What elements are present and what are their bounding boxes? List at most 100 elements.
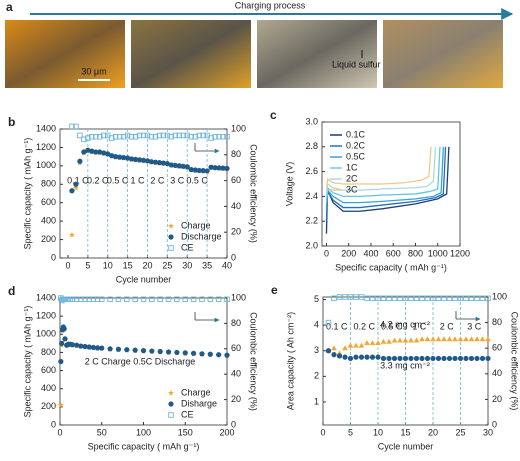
data-point (69, 123, 75, 130)
data-point (413, 355, 420, 362)
data-point (380, 295, 387, 302)
x-tick-label: 10 (103, 260, 113, 270)
data-point (174, 296, 180, 303)
data-point (188, 166, 194, 173)
y-tick-label: 1400 (36, 123, 56, 133)
data-point (136, 132, 143, 139)
x-tick-label: 25 (162, 260, 172, 270)
annotation: 4.2 mg cm⁻² (380, 319, 430, 329)
data-point (342, 294, 348, 300)
data-point (196, 167, 202, 174)
data-point (182, 296, 188, 303)
data-point (99, 345, 105, 351)
x-axis-label: Cycle number (116, 274, 172, 284)
data-point (391, 355, 398, 362)
y-tick-label: 0 (51, 419, 56, 429)
data-point (446, 355, 453, 362)
data-point (132, 133, 139, 140)
data-point (397, 355, 403, 362)
data-point (391, 337, 398, 343)
line-series (325, 146, 441, 203)
data-point (485, 295, 491, 302)
data-point (69, 342, 76, 348)
data-point (413, 295, 420, 302)
rate-label: 1 C (131, 175, 146, 185)
y2-tick-label: 60 (231, 175, 241, 185)
data-point (98, 296, 105, 303)
data-point (152, 133, 159, 140)
y-tick-label: 200 (41, 234, 56, 244)
data-point (468, 295, 475, 302)
data-point (115, 296, 122, 303)
data-point (165, 349, 172, 355)
data-point (419, 295, 425, 302)
data-point (353, 342, 359, 348)
rate-label: 0.5 C (107, 175, 129, 185)
x-tick-label: 15 (123, 260, 133, 270)
y-tick-label: 800 (41, 347, 56, 357)
data-point (72, 184, 79, 191)
y-tick-label: 1000 (36, 329, 56, 339)
data-point (386, 295, 392, 302)
data-point (77, 132, 83, 139)
y-tick-label: 2 (314, 371, 319, 381)
data-point (212, 165, 218, 171)
y2-tick-label: 20 (231, 394, 241, 404)
data-point (174, 349, 180, 356)
data-point (107, 346, 113, 352)
x-tick-label: 20 (142, 260, 152, 270)
line-series (325, 146, 450, 234)
data-point (336, 353, 343, 359)
data-point (93, 133, 99, 140)
data-point (168, 133, 175, 140)
legend-label: 0.5C (346, 151, 366, 161)
data-point (224, 165, 230, 172)
data-point (386, 355, 392, 362)
data-point (59, 340, 65, 346)
plot-frame (321, 121, 461, 247)
x-axis-label: Cycle number (378, 441, 434, 451)
data-point (430, 336, 436, 342)
data-point (107, 296, 113, 303)
data-point (128, 133, 135, 140)
data-point (101, 150, 107, 156)
data-point (176, 132, 183, 139)
data-point (82, 343, 88, 350)
data-point (424, 355, 431, 362)
data-point (216, 165, 222, 171)
data-point (74, 342, 80, 348)
data-point (358, 294, 365, 300)
data-point (108, 135, 115, 141)
line-series (325, 146, 447, 222)
data-point (85, 135, 91, 141)
data-point (149, 296, 155, 303)
data-point (446, 295, 453, 302)
rate-label: 3 C (170, 175, 185, 185)
data-point (200, 168, 206, 174)
data-point (358, 342, 365, 348)
data-point (479, 336, 486, 342)
legend-swatch (168, 245, 174, 251)
y-axis-label: Specific capacity ( mAh g⁻¹) (22, 138, 32, 250)
data-point (402, 355, 409, 362)
data-point (109, 153, 115, 159)
y2-tick-label: 0 (231, 252, 236, 262)
data-point (144, 158, 151, 164)
rate-label: 2 C (440, 321, 455, 331)
panel-label: d (8, 284, 15, 298)
data-point (94, 345, 101, 351)
legend-label: CE (181, 242, 194, 252)
micrograph (257, 20, 377, 88)
line-series (325, 146, 444, 209)
y-axis-label: Specific capacity ( mAh g⁻¹) (22, 306, 32, 418)
x-tick-label: 200 (219, 427, 234, 437)
data-point (97, 149, 103, 155)
plot-frame (59, 128, 228, 259)
data-point (457, 355, 464, 362)
data-point (325, 348, 332, 354)
y-tick-label: 1400 (36, 292, 56, 302)
data-point (128, 156, 135, 162)
legend-label: Charge (181, 387, 211, 397)
rate-label: 0.5 C (381, 321, 403, 331)
data-point (347, 355, 354, 362)
